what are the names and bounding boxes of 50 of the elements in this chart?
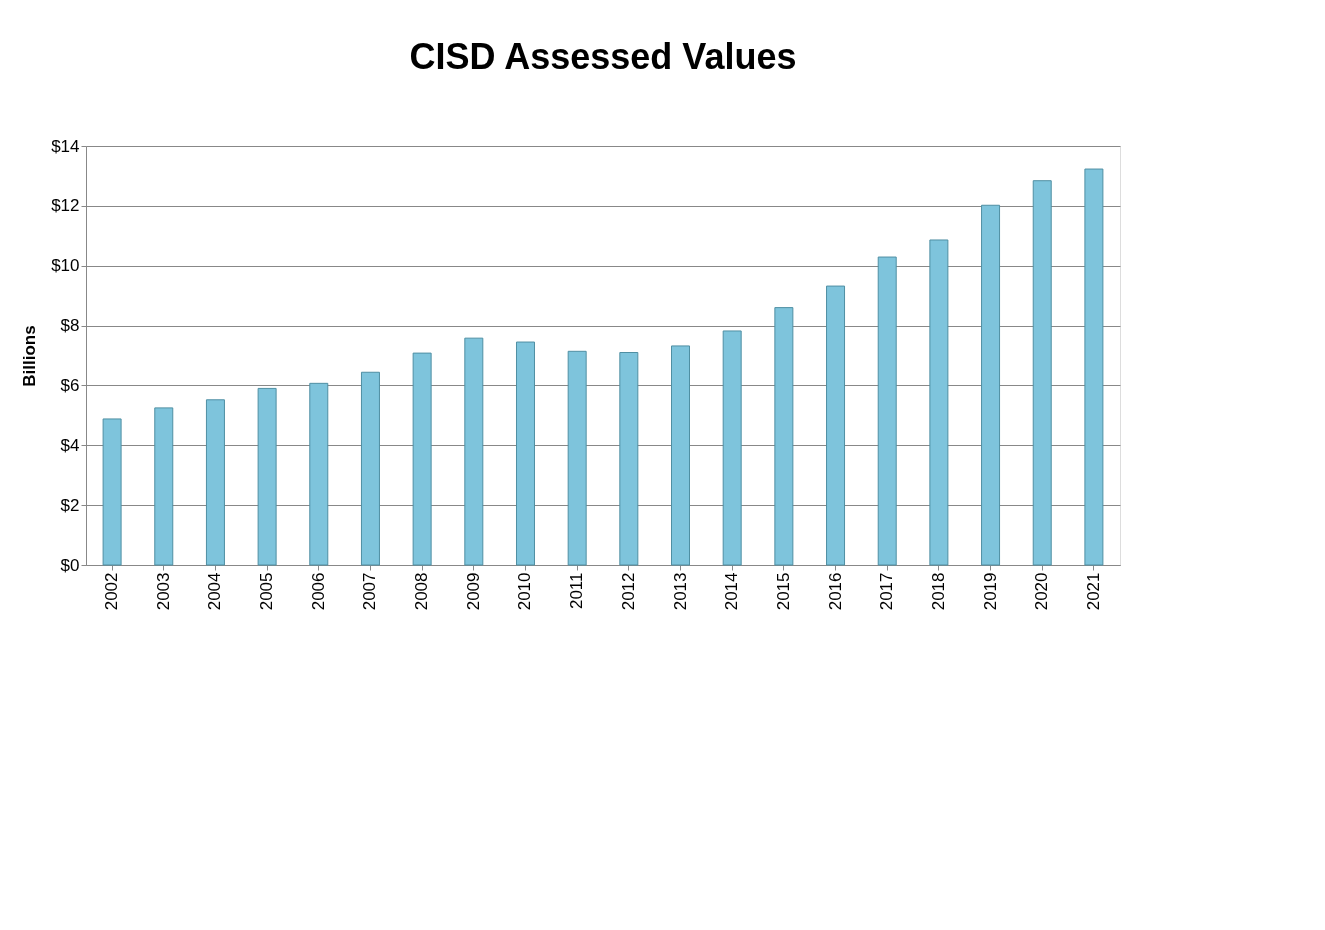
bar [412,352,432,566]
x-tick-label: 2020 [1032,572,1052,611]
x-tick-label: 2014 [722,572,742,611]
bar [1032,180,1052,566]
x-tick-label: 2004 [205,572,225,611]
bar [154,407,174,566]
bar [567,350,587,566]
y-tick-label: $0 [60,555,80,575]
x-tick-label: 2008 [412,572,432,611]
bar [515,341,535,566]
x-tick-label: 2016 [825,572,845,611]
y-tick-label: $8 [60,316,80,336]
bar [205,399,225,566]
x-tick-label: 2021 [1083,572,1103,611]
y-tick-label: $4 [60,435,80,455]
bar [102,418,122,566]
x-tick-label: 2019 [980,572,1000,611]
y-tick-label: $12 [51,196,80,216]
bar [877,256,897,566]
y-tick-label: $2 [60,495,80,515]
bar [1084,168,1104,566]
x-tick-label: 2006 [308,572,328,611]
y-tick-label: $10 [51,256,80,276]
bar [774,307,794,566]
x-tick-label: 2007 [360,572,380,611]
x-tick-label: 2013 [670,572,690,611]
chart-title: CISD Assessed Values [409,36,797,77]
bar [981,204,1001,566]
x-tick-label: 2003 [153,572,173,611]
bar [671,345,691,566]
bar [826,285,846,566]
x-tick-label: 2002 [102,572,122,611]
x-tick-label: 2010 [515,572,535,611]
x-tick-label: 2005 [257,572,277,611]
bar [722,330,742,566]
x-tick-label: 2012 [618,572,638,611]
bar [360,371,380,566]
y-tick-label: $6 [60,375,80,395]
bar [929,239,949,566]
bar [257,387,277,566]
x-tick-label: 2018 [928,572,948,611]
y-axis-title: Billions [20,325,40,387]
bar [619,352,639,566]
y-tick-label: $14 [51,136,80,156]
bar [309,382,329,566]
x-tick-label: 2017 [877,572,897,611]
bar [464,337,484,566]
x-tick-label: 2015 [773,572,793,611]
x-tick-label: 2009 [463,572,483,611]
x-tick-label: 2011 [567,572,587,610]
